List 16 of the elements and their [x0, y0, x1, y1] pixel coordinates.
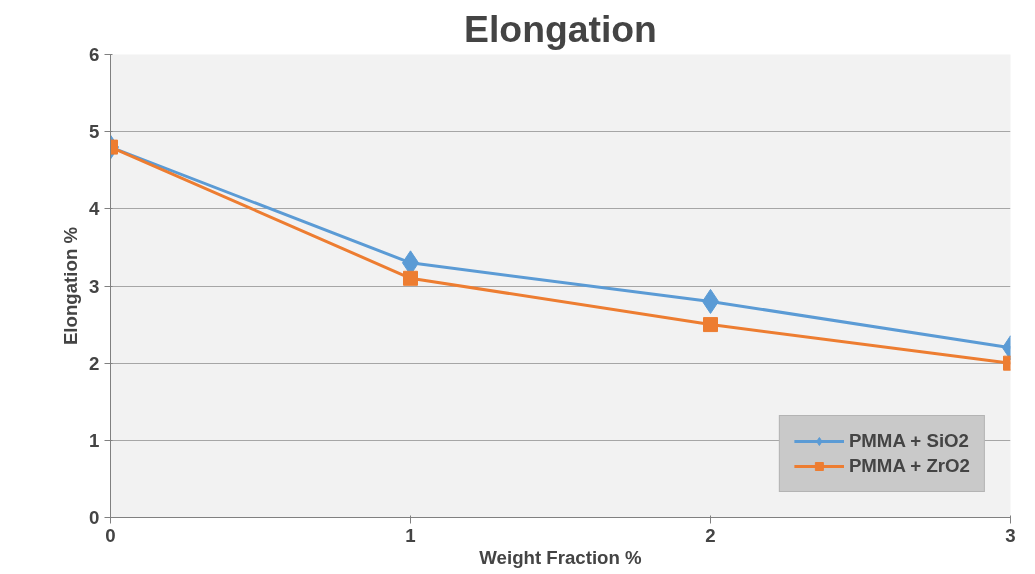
legend-label: PMMA + SiO2	[848, 430, 969, 452]
x-tick-label: 2	[705, 524, 716, 546]
chart-title: Elongation	[464, 7, 657, 50]
y-tick-label: 2	[89, 352, 100, 374]
legend-label: PMMA + ZrO2	[848, 455, 970, 477]
y-tick-label: 1	[89, 429, 100, 451]
y-tick-label: 3	[89, 275, 100, 297]
y-tick-label: 0	[89, 507, 100, 528]
x-tick-label: 3	[1005, 524, 1016, 546]
y-tick-label: 6	[89, 44, 100, 65]
y-tick-label: 4	[89, 198, 101, 220]
x-tick-label: 1	[405, 524, 416, 546]
y-tick-label: 5	[89, 121, 100, 143]
x-axis-title: Weight Fraction %	[479, 546, 643, 568]
y-axis-title: Elongation %	[60, 226, 82, 346]
x-tick-label: 0	[105, 524, 116, 546]
